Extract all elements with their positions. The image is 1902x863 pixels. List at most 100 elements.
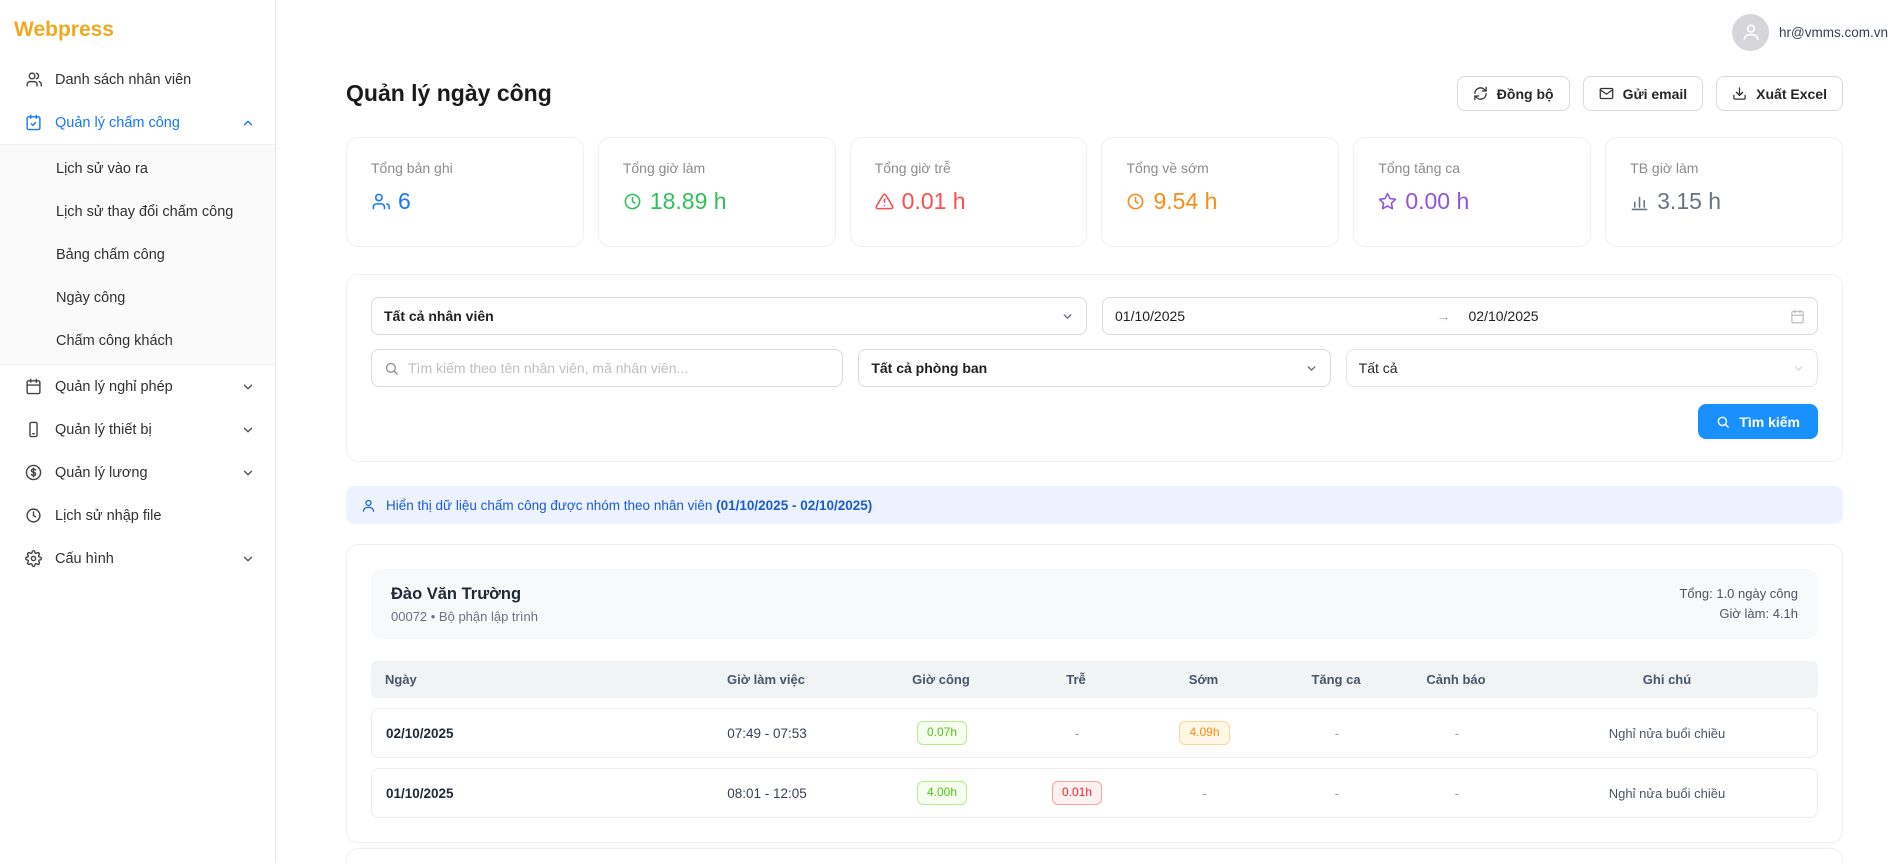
search-input[interactable] [408, 360, 831, 376]
stat-card-total-late: Tổng giờ trễ 0.01 h [849, 137, 1088, 247]
chevron-down-icon [243, 384, 253, 389]
people-icon [26, 72, 42, 87]
col-header-note: Ghi chú [1642, 672, 1692, 687]
send-email-button[interactable]: Gửi email [1582, 76, 1704, 111]
sidebar-item-change-history[interactable]: Lịch sử thay đổi chấm công [0, 190, 275, 233]
sidebar-item-payroll-management[interactable]: Quản lý lương [0, 451, 275, 494]
button-label: Đồng bộ [1496, 85, 1554, 102]
table-row[interactable]: 01/10/2025 08:01 - 12:05 4.00h 0.01h - -… [371, 768, 1818, 818]
department-select-value: Tất cả phòng ban [871, 360, 988, 376]
col-header-work-hours: Giờ công [912, 672, 970, 687]
sidebar-item-employee-list[interactable]: Danh sách nhân viên [0, 58, 275, 101]
status-select[interactable]: Tất cả [1345, 349, 1818, 387]
sidebar-item-label: Lịch sử vào ra [56, 160, 148, 177]
sidebar-item-timekeeping[interactable]: Quản lý chấm công [0, 101, 275, 144]
user-icon [1743, 24, 1759, 41]
employee-totals: Tổng: 1.0 ngày công Giờ làm: 4.1h [1679, 584, 1798, 624]
title-row: Quản lý ngày công Đồng bộ Gửi email Xuất… [346, 76, 1843, 111]
date-range-picker[interactable]: 01/10/2025 → 02/10/2025 [1102, 297, 1818, 335]
date-to-value[interactable]: 02/10/2025 [1468, 308, 1539, 324]
sync-button[interactable]: Đồng bộ [1456, 76, 1570, 111]
col-header-overtime: Tăng ca [1311, 672, 1361, 687]
cell-overtime: - [1334, 785, 1340, 801]
cell-late: - [1074, 725, 1080, 741]
export-excel-button[interactable]: Xuất Excel [1716, 76, 1843, 111]
early-badge: 4.09h [1179, 721, 1230, 745]
sidebar-submenu-timekeeping: Lịch sử vào ra Lịch sử thay đổi chấm côn… [0, 144, 275, 365]
calendar-icon [26, 378, 41, 395]
sidebar-item-settings[interactable]: Cấu hình [0, 537, 275, 580]
employee-select-value: Tất cả nhân viên [384, 308, 494, 324]
stat-label: Tổng tăng ca [1378, 160, 1461, 176]
table-header: Ngày Giờ làm việc Giờ công Trễ Sớm Tăng … [371, 661, 1818, 698]
sidebar-item-device-management[interactable]: Quản lý thiết bị [0, 408, 275, 451]
sidebar-item-label: Lịch sử nhập file [55, 507, 162, 524]
chevron-down-icon [243, 427, 253, 432]
info-banner: Hiển thị dữ liệu chấm công được nhóm the… [346, 486, 1843, 524]
sidebar-item-label: Cấu hình [55, 550, 114, 567]
employee-header: Đào Văn Trường 00072 • Bộ phận lập trình… [371, 569, 1818, 639]
stats-row: Tổng bản ghi 6 Tổng giờ làm 18.89 h Tổng… [346, 137, 1843, 247]
department-select[interactable]: Tất cả phòng ban [858, 349, 1331, 387]
cell-note: Nghỉ nửa buổi chiều [1608, 785, 1726, 801]
warning-icon [875, 193, 894, 210]
sidebar-item-label: Lịch sử thay đổi chấm công [56, 203, 234, 220]
mail-icon [1599, 87, 1613, 100]
user-icon [362, 499, 375, 512]
topbar: hr@vmms.com.vn [276, 0, 1902, 52]
search-icon [1717, 416, 1730, 428]
status-select-value: Tất cả [1358, 360, 1398, 376]
app-logo: Webpress [14, 18, 114, 41]
gear-icon [25, 550, 42, 567]
cell-warning: - [1454, 785, 1460, 801]
cell-early: - [1202, 785, 1207, 801]
chevron-up-icon [243, 120, 253, 125]
sidebar-item-guest-timekeeping[interactable]: Chấm công khách [0, 319, 275, 362]
sidebar: Webpress Danh sách nhân viên Quản lý chấ… [0, 0, 276, 863]
stat-card-avg-hours: TB giờ làm 3.15 h [1605, 137, 1843, 247]
cell-overtime: - [1334, 725, 1340, 741]
stat-value: 18.89 h [649, 188, 727, 214]
stat-card-total-early: Tổng về sớm 9.54 h [1101, 137, 1340, 247]
content: Quản lý ngày công Đồng bộ Gửi email Xuất… [276, 52, 1902, 862]
search-button[interactable]: Tìm kiếm [1698, 404, 1818, 439]
calendar-icon [1791, 309, 1804, 323]
chevron-down-icon [1307, 365, 1316, 371]
user-email[interactable]: hr@vmms.com.vn [1779, 24, 1888, 40]
cell-note: Nghỉ nửa buổi chiều [1608, 725, 1726, 741]
stat-value: 0.01 h [901, 188, 966, 214]
header-actions: Đồng bộ Gửi email Xuất Excel [1456, 76, 1843, 111]
date-from-value[interactable]: 01/10/2025 [1115, 308, 1186, 324]
employee-name: Đào Văn Trường [391, 584, 522, 603]
col-header-date: Ngày [385, 672, 417, 687]
cell-work-time: 07:49 - 07:53 [727, 725, 807, 741]
sidebar-item-inout-history[interactable]: Lịch sử vào ra [0, 147, 275, 190]
stat-label: Tổng về sớm [1126, 160, 1209, 176]
sidebar-item-leave-management[interactable]: Quản lý nghỉ phép [0, 365, 275, 408]
stat-label: Tổng bản ghi [371, 160, 453, 176]
chevron-down-icon [1794, 365, 1803, 371]
banner-text: Hiển thị dữ liệu chấm công được nhóm the… [386, 497, 873, 513]
sidebar-item-label: Quản lý lương [55, 464, 148, 481]
sidebar-item-import-history[interactable]: Lịch sử nhập file [0, 494, 275, 537]
col-header-late: Trễ [1066, 672, 1086, 687]
employee-total-hours: Giờ làm: 4.1h [1719, 606, 1798, 621]
stat-label: TB giờ làm [1630, 160, 1699, 176]
table-row[interactable]: 02/10/2025 07:49 - 07:53 0.07h - 4.09h -… [371, 708, 1818, 758]
sidebar-item-timesheet[interactable]: Bảng chấm công [0, 233, 275, 276]
cell-work-time: 08:01 - 12:05 [727, 785, 807, 801]
stat-card-total-records: Tổng bản ghi 6 [346, 137, 584, 247]
team-icon [372, 193, 390, 210]
calendar-check-icon [26, 114, 41, 131]
button-label: Gửi email [1622, 85, 1688, 102]
avatar[interactable] [1732, 13, 1770, 51]
sidebar-item-label: Quản lý chấm công [55, 114, 180, 131]
employee-select[interactable]: Tất cả nhân viên [371, 297, 1087, 335]
sidebar-item-workdays[interactable]: Ngày công [0, 276, 275, 319]
history-icon [26, 508, 41, 523]
chevron-down-icon [1063, 313, 1072, 319]
stat-value: 6 [398, 188, 411, 214]
main-area: hr@vmms.com.vn Quản lý ngày công Đồng bộ… [276, 0, 1902, 863]
search-input-wrapper [371, 349, 844, 387]
sidebar-item-label: Chấm công khách [56, 332, 173, 349]
